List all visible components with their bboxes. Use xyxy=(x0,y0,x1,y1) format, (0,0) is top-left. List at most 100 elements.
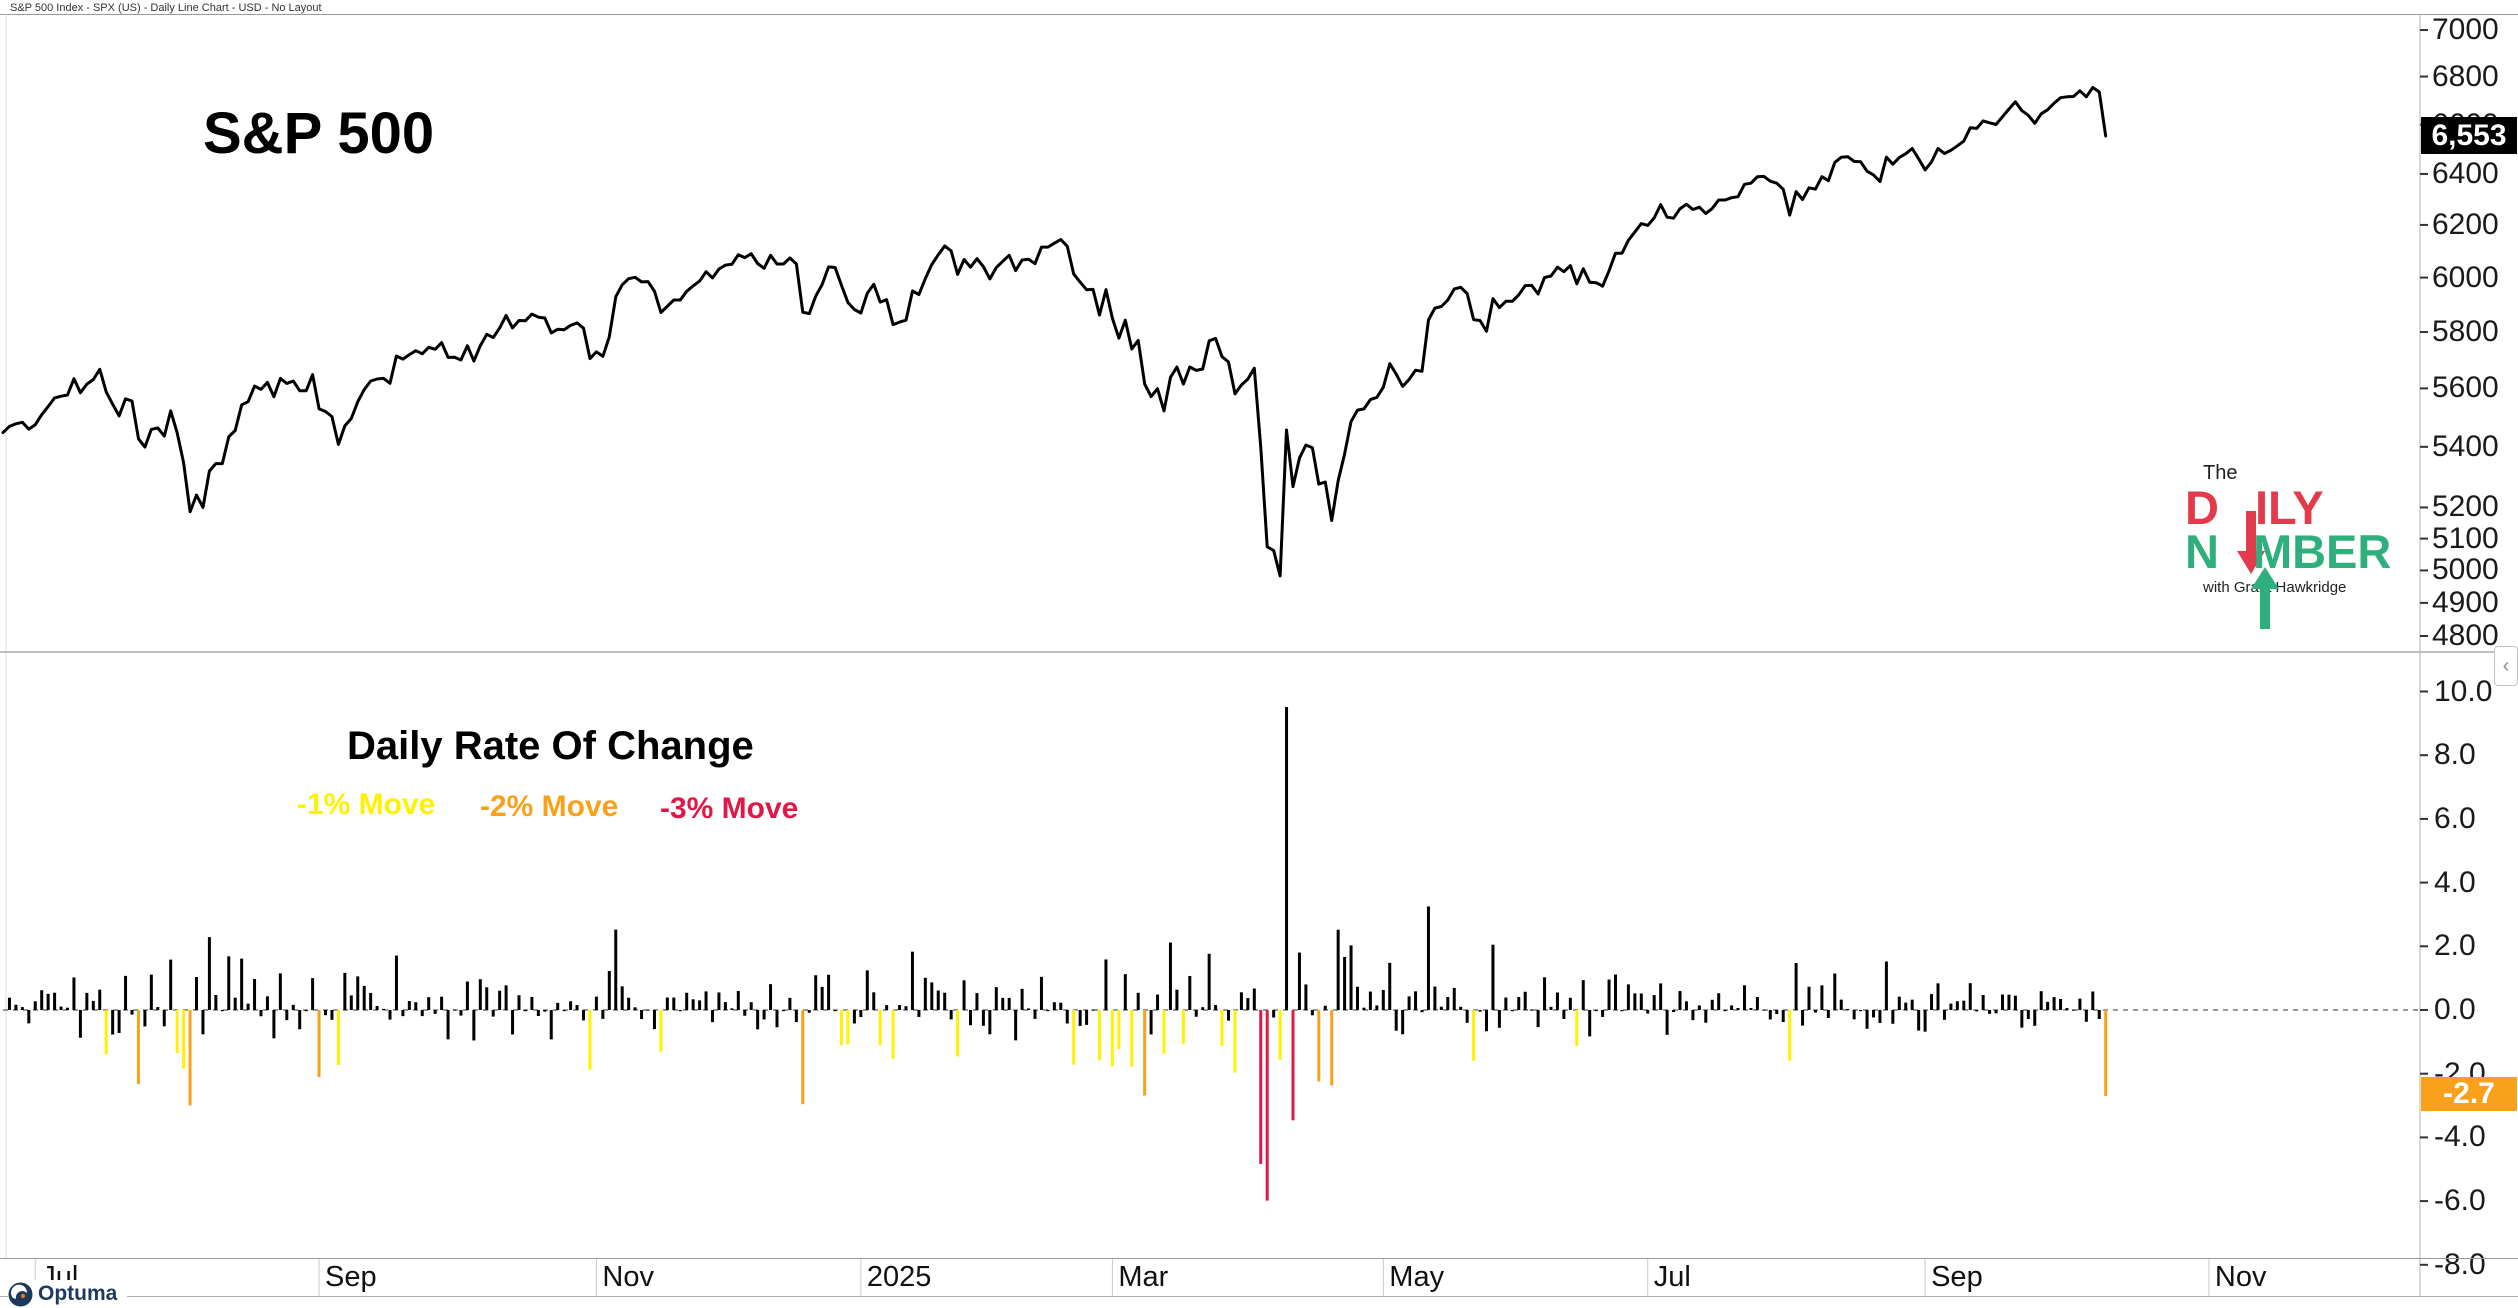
roc-bar xyxy=(788,997,792,1010)
roc-bar xyxy=(459,1010,463,1016)
roc-bar xyxy=(1904,1002,1908,1010)
roc-bar xyxy=(1136,992,1140,1010)
roc-bar xyxy=(1523,991,1527,1010)
roc-bar xyxy=(1936,983,1940,1010)
roc-bar xyxy=(66,1007,69,1010)
roc-bar xyxy=(2007,994,2011,1010)
roc-bar xyxy=(1975,1010,1979,1012)
roc-bar xyxy=(104,1010,108,1055)
roc-bar xyxy=(1259,1010,1263,1164)
roc-bar xyxy=(240,958,244,1010)
roc-bar xyxy=(646,1009,650,1011)
roc-bar xyxy=(582,1010,585,1021)
roc-bar xyxy=(169,959,173,1010)
roc-bar xyxy=(369,992,373,1010)
daily-number-daily-text: D xyxy=(2185,480,2219,534)
roc-bar xyxy=(2084,1010,2088,1022)
roc-bar xyxy=(143,1010,147,1027)
roc-bar xyxy=(1749,1007,1753,1010)
roc-bar xyxy=(1588,1010,1592,1037)
roc-bar xyxy=(330,1010,334,1020)
roc-bar xyxy=(1052,1002,1056,1010)
roc-bar xyxy=(1530,1009,1534,1011)
roc-bar xyxy=(220,1010,224,1012)
roc-bar xyxy=(182,1010,186,1069)
axis-collapse-button[interactable]: ‹ xyxy=(2494,646,2518,686)
roc-bar xyxy=(1175,989,1179,1010)
roc-bar xyxy=(523,1010,527,1012)
roc-bar xyxy=(91,1000,95,1010)
roc-bar xyxy=(1704,1010,1708,1023)
roc-bar xyxy=(1426,906,1430,1010)
roc-bar xyxy=(324,1010,327,1016)
roc-bar xyxy=(781,1010,785,1012)
roc-bar xyxy=(1575,1010,1579,1046)
daily-number-number-text2: MBER xyxy=(2252,524,2392,578)
roc-bar xyxy=(1968,983,1972,1010)
date-axis-strip[interactable] xyxy=(0,1258,2518,1297)
roc-bar xyxy=(1323,1005,1327,1010)
roc-bar xyxy=(1813,1010,1817,1013)
roc-bar xyxy=(665,997,669,1010)
roc-bar xyxy=(530,996,534,1010)
roc-bar xyxy=(1407,996,1411,1010)
roc-bar xyxy=(762,1010,766,1020)
roc-bar xyxy=(1420,1010,1424,1013)
roc-bar xyxy=(1246,998,1250,1010)
roc-bar xyxy=(1485,1010,1488,1032)
roc-bar xyxy=(1181,1010,1185,1044)
roc-bar xyxy=(1607,979,1611,1010)
roc-bar xyxy=(891,1010,895,1059)
roc-bar xyxy=(2013,995,2017,1010)
roc-bar xyxy=(1285,707,1289,1010)
roc-bar xyxy=(130,1010,134,1015)
roc-bar xyxy=(1375,1005,1379,1010)
optuma-icon xyxy=(8,1282,33,1306)
roc-bar xyxy=(994,987,998,1010)
roc-bar xyxy=(1491,944,1495,1010)
roc-bar xyxy=(2078,998,2082,1010)
roc-bar xyxy=(723,1002,727,1010)
roc-bar xyxy=(1807,986,1811,1010)
main-chart-title: S&P 500 xyxy=(203,101,435,166)
roc-bar xyxy=(885,1005,889,1010)
roc-bar xyxy=(1794,963,1798,1010)
roc-bar xyxy=(814,975,818,1010)
roc-bar xyxy=(827,974,831,1010)
roc-bar xyxy=(2091,991,2095,1010)
roc-bar xyxy=(78,1010,82,1038)
roc-bar xyxy=(1272,1010,1276,1018)
roc-bar xyxy=(1568,997,1572,1010)
roc-bar xyxy=(1278,1010,1282,1060)
roc-bar xyxy=(1220,1010,1224,1046)
roc-bar xyxy=(1601,1010,1605,1017)
roc-bar xyxy=(1014,1010,1018,1041)
roc-bar xyxy=(756,1010,760,1030)
roc-bar xyxy=(659,1010,663,1052)
roc-bar xyxy=(1388,962,1392,1010)
roc-bar xyxy=(278,973,282,1010)
roc-bar xyxy=(414,1002,418,1010)
roc-bar xyxy=(382,1008,386,1011)
roc-bar xyxy=(1910,999,1914,1010)
roc-bar xyxy=(356,976,360,1010)
roc-bar xyxy=(162,1010,166,1027)
roc-bar xyxy=(1381,989,1385,1010)
roc-bar xyxy=(1923,1010,1927,1032)
roc-bar xyxy=(1098,1010,1101,1061)
roc-bar xyxy=(1478,1010,1482,1012)
roc-bar xyxy=(627,997,631,1010)
roc-bar xyxy=(736,991,740,1010)
roc-bar xyxy=(85,992,89,1010)
roc-bar xyxy=(149,974,153,1010)
roc-bar xyxy=(588,1010,592,1070)
roc-bar xyxy=(214,995,218,1010)
roc-bar xyxy=(898,1005,902,1010)
roc-bar xyxy=(981,1010,985,1026)
daily-number-daily-row: D ILY xyxy=(2185,480,2420,574)
roc-bar xyxy=(1878,1010,1882,1023)
roc-bar xyxy=(1768,1010,1772,1020)
roc-bar xyxy=(1162,1010,1166,1054)
legend-3pct-move: -3% Move xyxy=(660,792,799,825)
